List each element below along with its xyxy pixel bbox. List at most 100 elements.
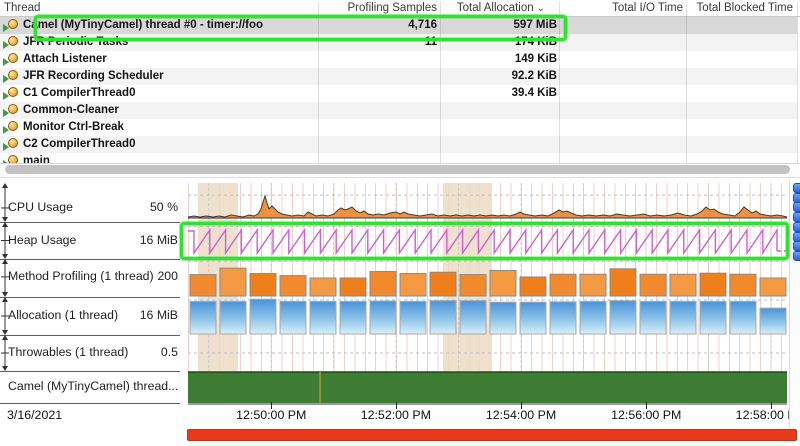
band-plot — [188, 371, 787, 403]
timeline-row-band[interactable] — [188, 371, 787, 403]
date-label: 3/16/2021 — [7, 408, 62, 422]
blue-knob-icon[interactable] — [793, 193, 800, 203]
column-separator — [559, 2, 560, 163]
blue-knob-icon[interactable] — [793, 222, 800, 232]
column-header-thread[interactable]: Thread — [4, 0, 204, 17]
total-allocation-cell: 174 KiB — [430, 34, 557, 51]
timeline-range-scrollbar[interactable] — [187, 429, 797, 441]
row-controls-strip — [789, 181, 800, 427]
timeline-row-empty[interactable] — [188, 335, 787, 371]
timeline-row-bars-blue[interactable] — [188, 297, 787, 335]
blue-knob-icon[interactable] — [793, 202, 800, 212]
thread-row[interactable]: Monitor Ctrl-Break — [0, 119, 797, 136]
profiling-samples-cell: 4,716 — [320, 17, 437, 34]
thread-running-icon — [3, 153, 20, 163]
column-header-total-blocked-time[interactable]: Total Blocked Time — [688, 0, 793, 17]
thread-state-ball-icon — [8, 70, 18, 80]
thread-state-ball-icon — [8, 36, 18, 46]
thread-running-icon — [3, 34, 20, 51]
row-divider — [0, 371, 180, 372]
row-y-axis — [0, 259, 10, 297]
blue-knob-icon[interactable] — [793, 251, 800, 261]
thread-name: Attach Listener — [23, 51, 107, 68]
thread-row[interactable]: JFR Recording Scheduler92.2 KiB — [0, 68, 797, 85]
thread-name: JFR Periodic Tasks — [23, 34, 128, 51]
time-tick-label: 12:54:00 PM — [471, 408, 571, 422]
thread-row[interactable]: Camel (MyTinyCamel) thread #0 - timer://… — [0, 17, 797, 34]
blue-knob-icon[interactable] — [793, 212, 800, 222]
timeline-row-scale: 16 MiB — [140, 233, 178, 247]
column-header-total-io-time[interactable]: Total I/O Time — [562, 0, 683, 17]
axis-divider — [188, 403, 787, 405]
thread-running-icon — [3, 51, 20, 68]
thread-row[interactable]: C2 CompilerThread0 — [0, 136, 797, 153]
timeline-row-scale: 16 MiB — [140, 308, 178, 322]
timeline-row-sawtooth[interactable] — [188, 222, 787, 259]
row-divider — [0, 259, 180, 260]
thread-running-icon — [3, 68, 20, 85]
thread-row[interactable]: Common-Cleaner — [0, 102, 797, 119]
timeline-row-label: CPU Usage — [8, 200, 73, 214]
profiler-window: Thread Profiling Samples Total Allocatio… — [0, 0, 800, 446]
thread-table: Camel (MyTinyCamel) thread #0 - timer://… — [0, 17, 800, 163]
column-separator — [318, 2, 319, 163]
time-tick-label: 12:56:00 PM — [596, 408, 696, 422]
thread-row[interactable]: JFR Periodic Tasks 11174 KiB — [0, 34, 797, 51]
row-y-axis — [0, 222, 10, 259]
empty-plot — [188, 335, 787, 371]
timeline-row-scale: 200 — [157, 269, 178, 283]
thread-name: Camel (MyTinyCamel) thread #0 - timer://… — [23, 17, 263, 34]
column-separator — [686, 2, 687, 163]
thread-running-icon — [3, 85, 20, 102]
timeline-row-scale: 0.5 — [161, 345, 178, 359]
blue-knob-icon[interactable] — [793, 232, 800, 242]
column-header-total-allocation[interactable]: Total Allocation⌄ — [430, 0, 545, 17]
profiling-samples-cell: 11 — [320, 34, 437, 51]
blue-knob-icon[interactable] — [793, 183, 800, 193]
column-separator — [440, 2, 441, 163]
row-y-axis — [0, 297, 10, 335]
thread-name: Common-Cleaner — [23, 102, 119, 119]
column-separator — [797, 2, 798, 163]
bars-blue-plot — [188, 297, 787, 335]
sort-desc-icon: ⌄ — [537, 3, 545, 14]
timeline-row-label: Allocation (1 thread) — [8, 308, 118, 322]
blue-knob-icon[interactable] — [793, 241, 800, 251]
column-header-profiling-samples[interactable]: Profiling Samples — [320, 0, 437, 17]
thread-state-ball-icon — [8, 19, 18, 29]
thread-row[interactable]: main — [0, 153, 797, 163]
thread-running-icon — [3, 17, 20, 34]
timeline-row-label: Heap Usage — [8, 233, 76, 247]
row-divider — [0, 297, 180, 298]
total-allocation-cell: 92.2 KiB — [430, 68, 557, 85]
thread-running-icon — [3, 102, 20, 119]
row-divider — [0, 403, 180, 404]
timeline-row-label: Camel (MyTinyCamel) thread... — [8, 379, 178, 393]
row-divider — [0, 222, 180, 223]
thread-state-ball-icon — [8, 53, 18, 63]
row-y-axis — [0, 183, 10, 222]
timeline-row-cpu[interactable] — [188, 183, 787, 222]
total-allocation-cell: 149 KiB — [430, 51, 557, 68]
thread-state-ball-icon — [8, 104, 18, 114]
thread-state-ball-icon — [8, 138, 18, 148]
row-divider — [0, 335, 180, 336]
thread-name: C2 CompilerThread0 — [23, 136, 135, 153]
thread-row[interactable]: Attach Listener 149 KiB — [0, 51, 797, 68]
cpu-plot — [188, 183, 787, 222]
total-allocation-cell: 39.4 KiB — [430, 85, 557, 102]
thread-running-icon — [3, 119, 20, 136]
thread-state-ball-icon — [8, 121, 18, 131]
thread-running-icon — [3, 136, 20, 153]
table-hscrollbar-thumb[interactable] — [5, 165, 790, 174]
total-allocation-cell: 597 MiB — [430, 17, 557, 34]
thread-state-ball-icon — [8, 155, 18, 163]
thread-name: C1 CompilerThread0 — [23, 85, 135, 102]
thread-row[interactable]: C1 CompilerThread0 39.4 KiB — [0, 85, 797, 102]
time-tick-label: 12:52:00 PM — [346, 408, 446, 422]
thread-name: Monitor Ctrl-Break — [23, 119, 124, 136]
timeline-row-label: Method Profiling (1 thread) — [8, 269, 154, 283]
row-y-axis — [0, 335, 10, 371]
timeline-row-bars-orange[interactable] — [188, 259, 787, 297]
thread-name: main — [23, 153, 50, 163]
